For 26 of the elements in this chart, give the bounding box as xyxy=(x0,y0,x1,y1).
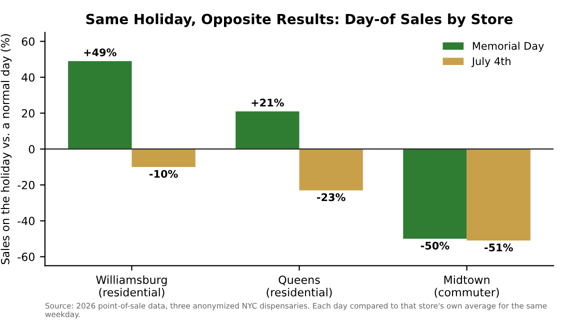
y-tick-label: -20 xyxy=(18,180,34,190)
y-tick-label: -60 xyxy=(18,252,34,262)
bar xyxy=(299,149,363,190)
x-tick-label: Midtown (commuter) xyxy=(434,275,499,298)
data-label: -51% xyxy=(484,244,513,252)
legend-label: July 4th xyxy=(471,57,510,68)
y-tick-label: 0 xyxy=(28,145,34,154)
y-axis-title: Sales on the holiday vs. a normal day (%) xyxy=(0,34,12,264)
x-tick-label: Williamsburg (residential) xyxy=(96,275,167,298)
data-label: -50% xyxy=(420,242,450,250)
bar xyxy=(403,149,467,239)
chart-title: Same Holiday, Opposite Results: Day-of Sales by Store xyxy=(86,14,513,28)
data-label: +49% xyxy=(84,48,116,56)
data-label: +21% xyxy=(252,98,284,107)
data-label: -10% xyxy=(150,170,178,178)
y-tick-label: 20 xyxy=(22,109,34,118)
bar xyxy=(466,149,530,241)
x-tick-label: Queens (residential) xyxy=(266,276,332,298)
data-label: -23% xyxy=(317,193,346,202)
y-tick-label: -40 xyxy=(18,216,34,226)
legend-label: Memorial Day xyxy=(472,42,544,52)
bar xyxy=(132,149,196,167)
bar xyxy=(236,111,300,150)
y-tick-label: 40 xyxy=(22,73,34,82)
y-tick-label: 60 xyxy=(22,37,34,46)
bar xyxy=(68,61,132,150)
